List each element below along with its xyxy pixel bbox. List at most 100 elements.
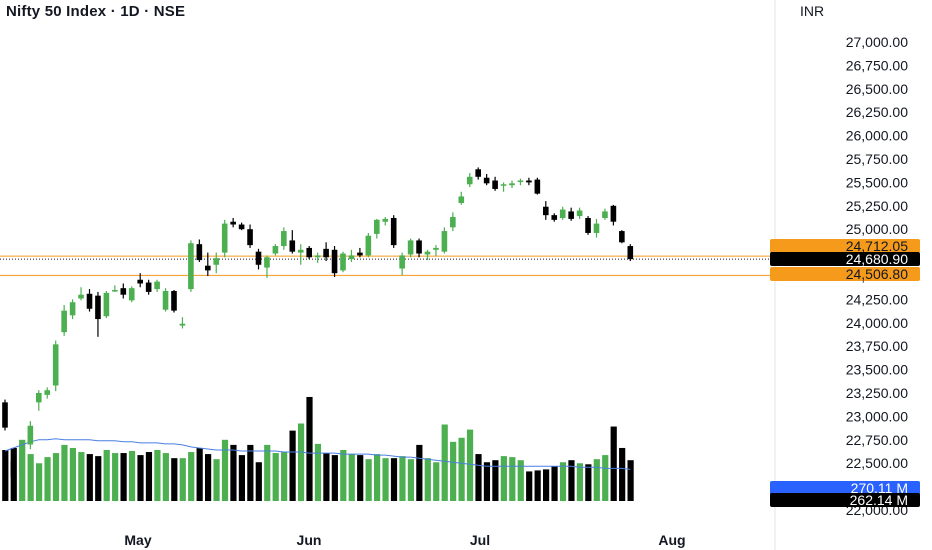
y-tick-label: 23,750.00 xyxy=(846,338,908,354)
candle-body xyxy=(323,248,329,258)
candle-body xyxy=(517,180,524,183)
y-tick-label: 25,000.00 xyxy=(846,221,908,237)
volume-bar xyxy=(407,459,414,501)
volume-bar xyxy=(568,460,575,501)
y-tick-label: 26,750.00 xyxy=(846,57,908,73)
price-badge-label: 24,680.90 xyxy=(846,251,908,267)
candle-body xyxy=(559,209,566,218)
candle-body xyxy=(297,249,304,253)
volume-bar xyxy=(399,456,406,501)
volume-bar xyxy=(95,456,102,501)
x-tick-label: May xyxy=(124,532,151,548)
candle-body xyxy=(483,177,490,184)
volume-bar xyxy=(466,429,474,501)
volume-bar xyxy=(247,444,254,501)
price-badge-label: 24,506.80 xyxy=(846,266,908,282)
candle-body xyxy=(69,302,76,316)
volume-bar xyxy=(112,453,119,501)
price-badge xyxy=(770,239,920,253)
volume-bar xyxy=(171,458,178,501)
price-badge-label: 24,712.05 xyxy=(846,238,908,254)
candle-body xyxy=(36,393,42,403)
x-tick-label: Jun xyxy=(297,532,322,548)
candle-body xyxy=(348,255,355,260)
volume-bar xyxy=(576,463,583,501)
candle-body xyxy=(188,243,194,290)
candle-body xyxy=(247,229,253,246)
volume-bar xyxy=(61,444,68,501)
candle-body xyxy=(492,180,498,189)
candle-body xyxy=(340,253,346,271)
y-tick-label: 22,750.00 xyxy=(846,432,908,448)
x-tick-label: Aug xyxy=(658,532,685,548)
volume-bar xyxy=(264,444,271,501)
volume-badge-label: 262.14 M xyxy=(850,492,908,508)
candle-body xyxy=(390,217,397,246)
y-tick-label: 25,250.00 xyxy=(846,198,908,214)
y-tick-label: 24,000.00 xyxy=(846,315,908,331)
candle-body xyxy=(221,223,228,253)
volume-bar xyxy=(450,441,457,501)
volume-bar xyxy=(230,444,237,501)
volume-bar xyxy=(365,459,372,501)
volume-bar xyxy=(154,450,161,501)
volume-bar xyxy=(509,457,516,501)
volume-bar xyxy=(78,452,85,501)
volume-ma-line xyxy=(4,438,631,470)
candle-body xyxy=(568,211,574,219)
volume-badge-label: 270.11 M xyxy=(851,480,908,496)
volume-bar xyxy=(416,444,423,501)
y-tick-label: 25,500.00 xyxy=(846,174,908,190)
candle-body xyxy=(137,279,143,284)
volume-bar xyxy=(492,460,499,501)
candle-body xyxy=(602,211,608,218)
candle-body xyxy=(627,246,634,260)
volume-bar xyxy=(390,458,398,501)
volume-bar xyxy=(103,450,110,501)
y-tick-label: 23,500.00 xyxy=(846,362,908,378)
volume-bar xyxy=(348,454,355,501)
candle-body xyxy=(500,184,507,186)
candle-body xyxy=(171,290,177,311)
candle-body xyxy=(374,219,380,234)
candle-body xyxy=(52,344,59,386)
volume-bar xyxy=(289,430,296,501)
candle-body xyxy=(399,255,405,269)
price-badge xyxy=(770,252,920,266)
volume-bar xyxy=(534,470,541,501)
candle-body xyxy=(433,247,439,250)
volume-bar xyxy=(331,455,338,501)
volume-bar xyxy=(137,455,144,501)
volume-bar xyxy=(627,460,634,501)
candle-body xyxy=(407,240,414,255)
volume-bar xyxy=(441,424,448,501)
y-tick-label: 26,500.00 xyxy=(846,81,908,97)
candle-body xyxy=(112,290,118,292)
candle-body xyxy=(78,294,84,299)
candle-body xyxy=(10,461,17,478)
volume-bar xyxy=(196,447,203,501)
y-tick-label: 24,250.00 xyxy=(846,291,908,307)
volume-bar xyxy=(281,452,288,501)
volume-bar xyxy=(27,454,34,501)
currency-label[interactable]: INR xyxy=(800,3,825,19)
price-badge xyxy=(770,267,920,281)
candle-body xyxy=(44,390,51,395)
volume-bar xyxy=(357,455,364,501)
candle-body xyxy=(534,179,541,194)
volume-bar xyxy=(593,459,600,501)
y-tick-label: 22,500.00 xyxy=(846,455,908,471)
volume-bar xyxy=(374,454,381,501)
volume-bar xyxy=(340,450,347,501)
volume-bar xyxy=(213,459,220,501)
y-tick-label: 26,000.00 xyxy=(846,128,908,144)
candle-body xyxy=(610,205,617,222)
volume-bar xyxy=(500,456,507,501)
candle-body xyxy=(576,210,583,217)
volume-badge xyxy=(770,493,920,507)
volume-bar xyxy=(433,462,440,501)
y-tick-label: 23,250.00 xyxy=(846,385,908,401)
y-tick-label: 27,000.00 xyxy=(846,34,908,50)
